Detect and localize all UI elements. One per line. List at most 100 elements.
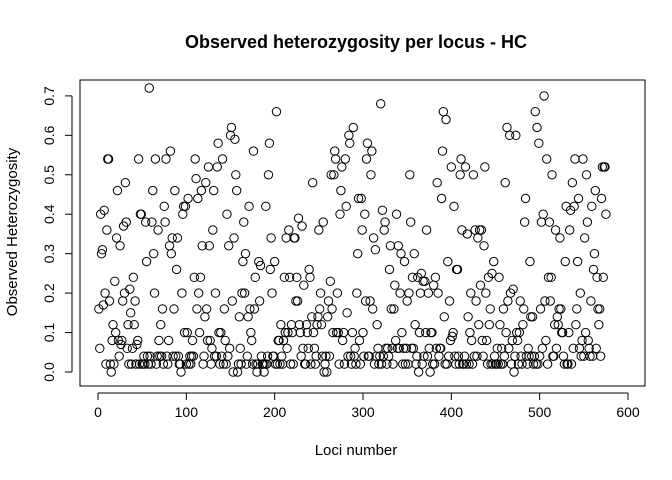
data-point xyxy=(379,225,389,235)
data-point xyxy=(595,304,605,314)
data-point xyxy=(262,351,273,361)
data-point xyxy=(156,319,166,330)
data-point xyxy=(234,312,245,322)
data-point xyxy=(551,343,562,354)
data-point xyxy=(321,351,331,361)
data-point xyxy=(178,209,188,219)
data-point xyxy=(196,185,207,196)
plot-frame xyxy=(79,79,646,387)
data-point xyxy=(440,359,450,369)
data-point xyxy=(501,327,511,338)
data-point xyxy=(107,335,117,346)
data-point xyxy=(542,154,552,164)
data-point xyxy=(125,284,135,294)
data-point xyxy=(136,209,146,219)
chart-title: Observed heterozygosity per locus - HC xyxy=(185,32,527,52)
data-point xyxy=(475,280,486,290)
data-point xyxy=(272,359,283,369)
data-point xyxy=(246,327,256,338)
data-point xyxy=(344,130,354,141)
data-point xyxy=(572,304,582,314)
data-point xyxy=(449,201,459,212)
y-axis: 0.0 0.1 0.2 0.3 0.4 0.5 0.6 0.7 xyxy=(41,86,73,382)
data-point xyxy=(461,359,472,369)
data-point xyxy=(370,245,381,255)
data-point xyxy=(415,288,426,298)
data-point xyxy=(400,359,411,369)
data-point xyxy=(231,185,242,196)
data-point xyxy=(447,331,457,342)
data-point xyxy=(556,304,566,314)
data-point xyxy=(512,335,523,346)
data-point xyxy=(480,162,490,172)
data-point xyxy=(114,351,124,361)
data-point xyxy=(394,343,404,354)
data-point xyxy=(124,359,134,369)
data-point xyxy=(206,359,216,369)
data-point xyxy=(428,359,438,369)
data-point xyxy=(306,359,316,369)
data-point xyxy=(377,205,388,215)
data-point xyxy=(439,312,449,322)
data-point xyxy=(539,91,549,101)
y-tick-label: 0.2 xyxy=(41,283,57,303)
data-point xyxy=(337,162,347,172)
data-point xyxy=(111,233,122,243)
data-point xyxy=(372,319,382,330)
data-point xyxy=(326,170,336,180)
data-point xyxy=(594,319,604,330)
data-point xyxy=(102,225,112,235)
data-point xyxy=(263,170,274,180)
data-point xyxy=(314,225,324,235)
data-point xyxy=(239,217,249,227)
data-point xyxy=(534,138,544,148)
data-point xyxy=(279,272,290,283)
data-point xyxy=(395,288,405,298)
data-point xyxy=(211,351,222,361)
x-tick-label: 0 xyxy=(94,404,102,420)
data-point xyxy=(334,359,344,369)
data-point xyxy=(179,327,190,338)
data-point xyxy=(502,122,512,133)
data-point xyxy=(532,122,542,133)
data-point xyxy=(595,351,606,361)
y-tick-label: 0.4 xyxy=(41,204,57,224)
data-point xyxy=(570,154,580,164)
data-point xyxy=(237,288,247,298)
data-point xyxy=(489,351,500,361)
data-point xyxy=(574,343,585,354)
data-point xyxy=(330,146,340,156)
data-point xyxy=(247,335,257,346)
data-point xyxy=(271,106,282,117)
data-point xyxy=(291,296,301,306)
data-point xyxy=(452,264,463,275)
data-point xyxy=(277,351,287,361)
data-point xyxy=(485,304,495,314)
data-point xyxy=(261,201,271,212)
data-point xyxy=(448,327,458,338)
x-axis: 0 100 200 300 400 500 600 xyxy=(94,392,640,420)
y-tick-label: 0.6 xyxy=(41,125,57,145)
data-point xyxy=(582,217,593,227)
data-point xyxy=(171,264,182,275)
data-point xyxy=(417,359,427,369)
data-point xyxy=(178,201,189,212)
data-point xyxy=(402,296,412,306)
data-point xyxy=(383,351,394,361)
data-point xyxy=(264,138,275,148)
data-point xyxy=(193,193,203,204)
data-point xyxy=(329,170,339,180)
data-point xyxy=(373,343,383,354)
data-point xyxy=(224,343,235,354)
data-point xyxy=(153,225,163,235)
data-point xyxy=(559,359,570,369)
y-tick-label: 0.3 xyxy=(41,244,57,264)
data-point xyxy=(540,296,550,306)
data-point xyxy=(444,296,455,306)
data-point xyxy=(573,193,584,204)
data-point xyxy=(368,304,378,314)
data-point xyxy=(276,319,286,330)
data-point xyxy=(149,288,160,298)
data-point xyxy=(308,327,319,338)
data-points xyxy=(94,83,611,377)
